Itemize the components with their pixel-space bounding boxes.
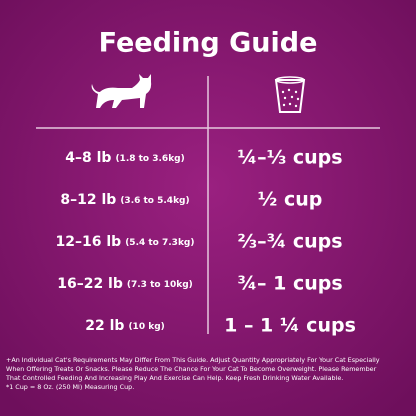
cups: ½ cup (258, 189, 323, 211)
weight-lb: 8–12 lb (60, 192, 116, 208)
weight-kg: (3.6 to 5.4kg) (120, 196, 189, 206)
weight-kg: (10 kg) (128, 322, 164, 332)
weight-lb: 16–22 lb (57, 276, 123, 292)
weight: 8–12 lb (3.6 to 5.4kg) (60, 192, 189, 208)
weight: 22 lb (10 kg) (85, 318, 165, 334)
weight-kg: (1.8 to 3.6kg) (115, 154, 184, 164)
footnote-line: That Controlled Feeding And Increasing P… (5, 374, 343, 382)
cups: ⅔–¾ cups (237, 231, 342, 253)
weight: 12–16 lb (5.4 to 7.3kg) (56, 234, 195, 250)
cups: 1 – 1 ¼ cups (224, 315, 356, 337)
cups: ¾– 1 cups (237, 273, 342, 295)
cups: ¼–⅓ cups (237, 147, 342, 169)
weight-lb: 12–16 lb (56, 234, 122, 250)
cup-icon (274, 76, 306, 113)
cat-icon (91, 74, 152, 108)
weight: 4–8 lb (1.8 to 3.6kg) (65, 150, 184, 166)
weight-lb: 4–8 lb (65, 150, 111, 166)
rows: 4–8 lb (1.8 to 3.6kg) ¼–⅓ cups 8–12 lb (3.6 … (56, 147, 356, 337)
weight: 16–22 lb (7.3 to 10kg) (57, 276, 193, 292)
footnote-line: *1 Cup = 8 Oz. (250 Ml) Measuring Cup. (6, 383, 134, 391)
footnote-line: When Offering Treats Or Snacks. Please R… (6, 365, 377, 373)
title: Feeding Guide (99, 28, 318, 59)
footnote: +An Individual Cat's Requirements May Di… (5, 356, 380, 391)
weight-lb: 22 lb (85, 318, 124, 334)
weight-kg: (5.4 to 7.3kg) (125, 238, 194, 248)
weight-kg: (7.3 to 10kg) (127, 280, 193, 290)
footnote-line: +An Individual Cat's Requirements May Di… (6, 356, 380, 364)
